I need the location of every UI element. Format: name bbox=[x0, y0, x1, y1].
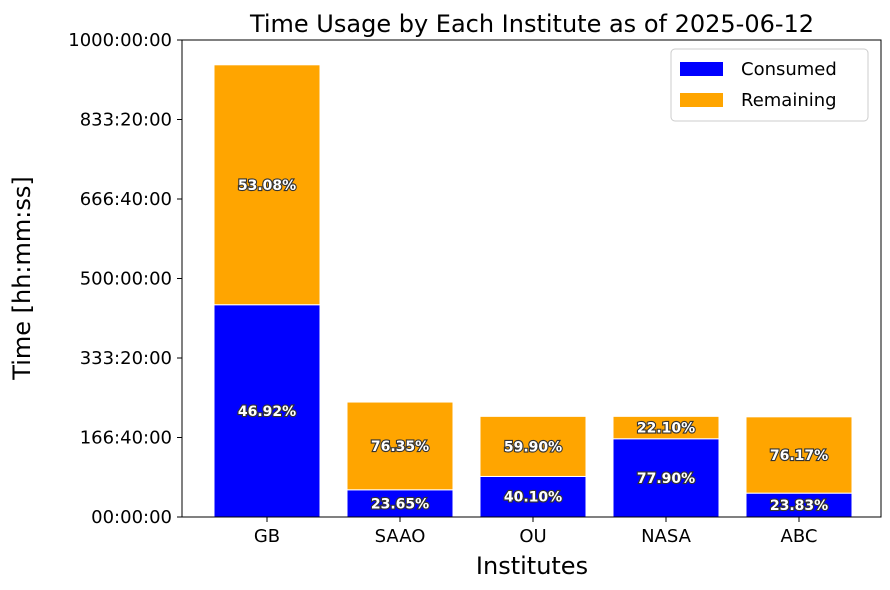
bar-remaining-ou bbox=[479, 415, 587, 477]
data-label-consumed-nasa: 77.90% bbox=[637, 471, 695, 487]
bars-layer bbox=[213, 64, 853, 518]
y-tick-label-1: 166:40:00 bbox=[80, 427, 172, 448]
x-tick-label-abc: ABC bbox=[781, 526, 818, 547]
x-tick-label-ou: OU bbox=[519, 526, 546, 547]
bar-remaining-gb bbox=[213, 64, 321, 306]
legend: Consumed Remaining bbox=[670, 48, 869, 122]
y-tick-label-6: 1000:00:00 bbox=[68, 30, 172, 51]
x-axis-label: Institutes bbox=[476, 552, 588, 580]
data-label-remaining-ou: 59.90% bbox=[504, 439, 562, 455]
data-label-remaining-saao: 76.35% bbox=[371, 439, 429, 455]
legend-label-consumed: Consumed bbox=[741, 59, 837, 80]
bar-remaining-abc bbox=[745, 416, 853, 494]
data-label-remaining-nasa: 22.10% bbox=[637, 421, 695, 437]
bar-remaining-saao bbox=[346, 401, 454, 491]
legend-swatch-remaining bbox=[680, 93, 723, 107]
y-tick-label-0: 00:00:00 bbox=[91, 507, 172, 528]
x-tick-label-saao: SAAO bbox=[375, 526, 426, 547]
bar-remaining-nasa bbox=[612, 415, 720, 440]
x-tick-label-gb: GB bbox=[254, 526, 280, 547]
data-label-remaining-abc: 76.17% bbox=[770, 448, 828, 464]
x-axis: GB SAAO OU NASA ABC bbox=[254, 517, 818, 547]
y-tick-label-5: 833:20:00 bbox=[80, 110, 172, 131]
y-tick-label-4: 666:40:00 bbox=[80, 189, 172, 210]
bar-consumed-gb bbox=[213, 304, 321, 518]
y-axis-label: Time [hh:mm:ss] bbox=[8, 176, 36, 380]
data-labels-layer: 46.92% 53.08% 23.65% 76.35% 40.10% 59.90% 77.9… bbox=[237, 177, 830, 516]
y-tick-label-3: 500:00:00 bbox=[80, 269, 172, 290]
legend-swatch-consumed bbox=[680, 62, 723, 76]
data-label-remaining-gb: 53.08% bbox=[238, 178, 296, 194]
data-label-consumed-ou: 40.10% bbox=[504, 490, 562, 506]
chart-title: Time Usage by Each Institute as of 2025-… bbox=[249, 10, 814, 38]
data-label-consumed-saao: 23.65% bbox=[371, 496, 429, 512]
y-tick-label-2: 333:20:00 bbox=[80, 348, 172, 369]
legend-label-remaining: Remaining bbox=[741, 90, 837, 111]
data-label-consumed-abc: 23.83% bbox=[770, 498, 828, 514]
y-axis: 00:00:00 166:40:00 333:20:00 500:00:00 666:4… bbox=[68, 30, 182, 528]
data-label-consumed-gb: 46.92% bbox=[238, 404, 296, 420]
x-tick-label-nasa: NASA bbox=[641, 526, 692, 547]
